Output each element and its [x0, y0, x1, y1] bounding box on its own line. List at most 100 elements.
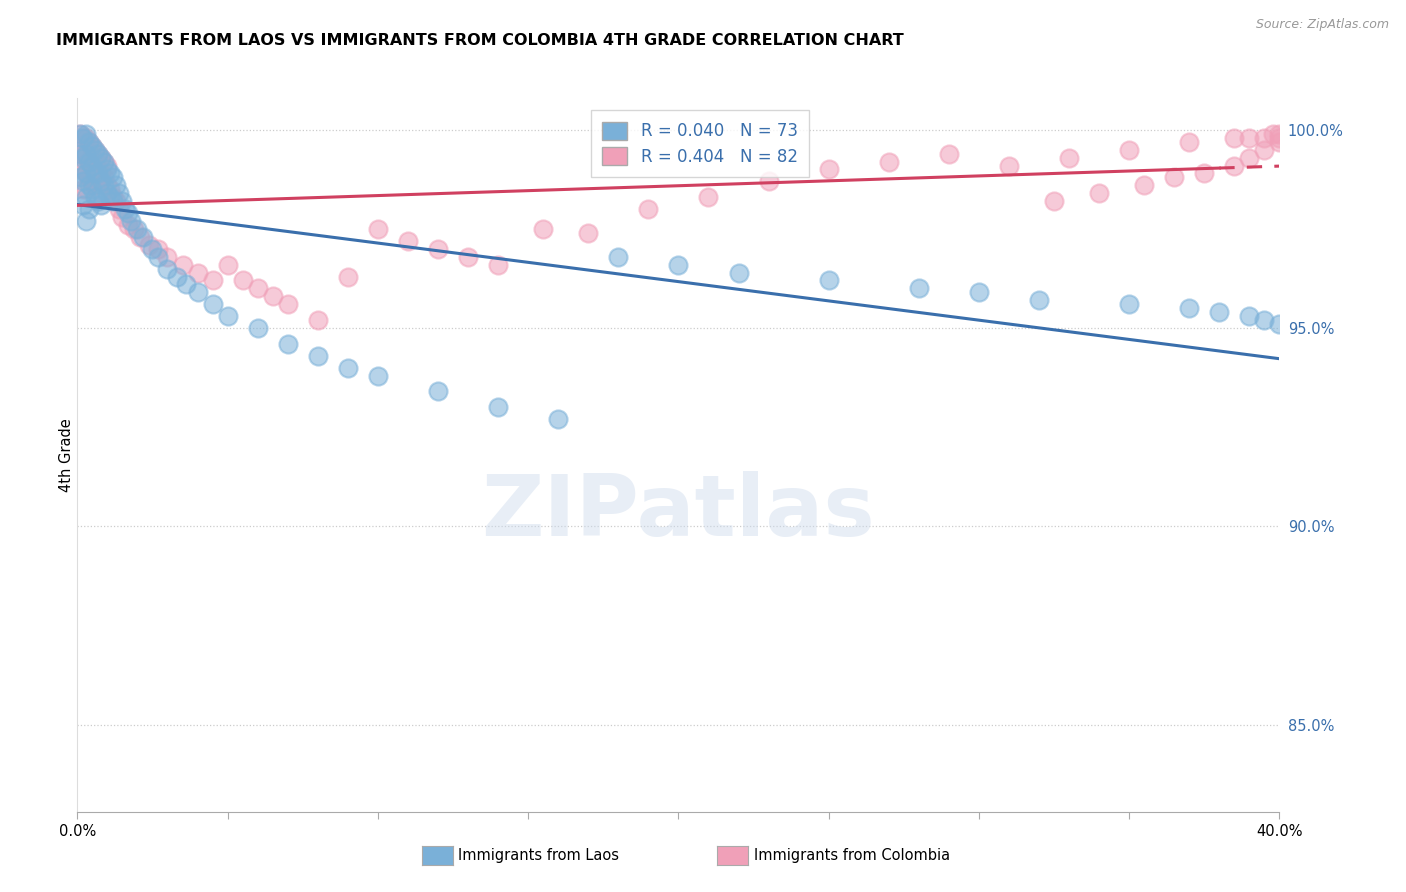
- Point: [1194, 166, 1216, 180]
- Point: [1118, 143, 1140, 157]
- Point: [87, 146, 110, 161]
- Point: [156, 261, 179, 276]
- Point: [938, 146, 960, 161]
- Point: [82, 138, 104, 153]
- Point: [100, 182, 122, 196]
- Point: [79, 202, 101, 216]
- Point: [998, 159, 1021, 173]
- Point: [108, 202, 131, 216]
- Point: [486, 258, 509, 272]
- Point: [69, 143, 91, 157]
- Point: [1223, 130, 1246, 145]
- Point: [82, 138, 104, 153]
- Point: [336, 269, 359, 284]
- Point: [69, 170, 91, 185]
- Point: [148, 250, 170, 264]
- Point: [187, 266, 209, 280]
- Point: [96, 186, 118, 201]
- Point: [1239, 151, 1261, 165]
- Point: [246, 281, 269, 295]
- Point: [531, 222, 554, 236]
- Point: [72, 130, 94, 145]
- Point: [69, 162, 91, 177]
- Point: [72, 146, 94, 161]
- Point: [103, 170, 125, 185]
- Point: [96, 159, 118, 173]
- Point: [75, 146, 97, 161]
- Point: [117, 206, 139, 220]
- Point: [486, 401, 509, 415]
- Point: [174, 277, 197, 292]
- Text: Immigrants from Colombia: Immigrants from Colombia: [754, 848, 949, 863]
- Point: [79, 170, 101, 185]
- Point: [87, 166, 110, 180]
- Point: [576, 226, 599, 240]
- Point: [132, 230, 155, 244]
- Point: [93, 170, 115, 185]
- Point: [1253, 143, 1275, 157]
- Point: [967, 285, 990, 300]
- Point: [877, 154, 900, 169]
- Point: [75, 214, 97, 228]
- Point: [72, 130, 94, 145]
- Point: [82, 159, 104, 173]
- Point: [72, 174, 94, 188]
- Point: [72, 182, 94, 196]
- Point: [307, 313, 329, 327]
- Point: [75, 146, 97, 161]
- Point: [84, 178, 107, 193]
- Point: [217, 309, 239, 323]
- Point: [105, 194, 128, 209]
- Point: [96, 178, 118, 193]
- Point: [187, 285, 209, 300]
- Point: [69, 127, 91, 141]
- Point: [108, 186, 131, 201]
- Point: [84, 166, 107, 180]
- Point: [87, 162, 110, 177]
- Point: [1223, 159, 1246, 173]
- Y-axis label: 4th Grade: 4th Grade: [59, 418, 73, 491]
- Point: [1163, 170, 1185, 185]
- Point: [637, 202, 659, 216]
- Point: [75, 182, 97, 196]
- Point: [427, 384, 450, 399]
- Point: [817, 273, 839, 287]
- Point: [93, 178, 115, 193]
- Point: [100, 166, 122, 180]
- Point: [72, 198, 94, 212]
- Text: ZIPatlas: ZIPatlas: [481, 470, 876, 554]
- Point: [1268, 135, 1291, 149]
- Point: [1239, 130, 1261, 145]
- Point: [79, 178, 101, 193]
- Point: [1028, 293, 1050, 308]
- Point: [1263, 127, 1285, 141]
- Point: [138, 237, 160, 252]
- Point: [75, 166, 97, 180]
- Point: [103, 194, 125, 209]
- Point: [105, 178, 128, 193]
- Point: [87, 194, 110, 209]
- Point: [90, 151, 112, 165]
- Point: [817, 162, 839, 177]
- Point: [90, 198, 112, 212]
- Text: Source: ZipAtlas.com: Source: ZipAtlas.com: [1256, 19, 1389, 31]
- Point: [90, 151, 112, 165]
- Point: [79, 154, 101, 169]
- Point: [1268, 127, 1291, 141]
- Point: [93, 154, 115, 169]
- Point: [84, 143, 107, 157]
- Point: [1239, 309, 1261, 323]
- Point: [84, 159, 107, 173]
- Point: [127, 222, 149, 236]
- Point: [103, 190, 125, 204]
- Point: [79, 135, 101, 149]
- Point: [1178, 135, 1201, 149]
- Point: [201, 297, 224, 311]
- Point: [246, 321, 269, 335]
- Point: [427, 242, 450, 256]
- Point: [166, 269, 188, 284]
- Point: [69, 146, 91, 161]
- Point: [457, 250, 479, 264]
- Text: IMMIGRANTS FROM LAOS VS IMMIGRANTS FROM COLOMBIA 4TH GRADE CORRELATION CHART: IMMIGRANTS FROM LAOS VS IMMIGRANTS FROM …: [56, 33, 904, 47]
- Point: [82, 159, 104, 173]
